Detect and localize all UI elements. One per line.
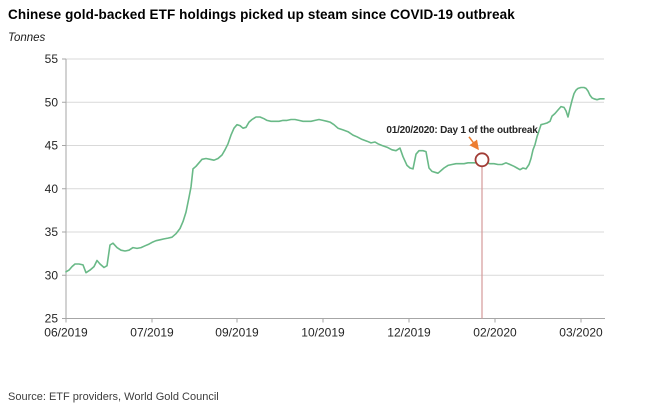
axis-unit-label: Tonnes — [8, 32, 46, 44]
y-tick-label: 40 — [45, 182, 59, 196]
x-tick-label: 12/2019 — [387, 326, 431, 340]
outbreak-marker-circle — [474, 152, 490, 168]
series-line-etf-holdings — [65, 86, 605, 274]
x-tick-label: 09/2019 — [215, 326, 259, 340]
x-tick-label: 06/2019 — [44, 326, 88, 340]
chart-title: Chinese gold-backed ETF holdings picked … — [8, 7, 515, 22]
x-tick-label: 10/2019 — [301, 326, 345, 340]
y-tick-label: 35 — [45, 225, 59, 239]
y-tick-label: 55 — [45, 52, 59, 66]
x-tick-label: 03/2020 — [559, 326, 603, 340]
y-tick-label: 25 — [45, 312, 59, 326]
y-tick-label: 50 — [45, 95, 59, 109]
x-tick-label: 02/2020 — [473, 326, 517, 340]
source-note: Source: ETF providers, World Gold Counci… — [8, 391, 219, 403]
x-tick-label: 07/2019 — [130, 326, 174, 340]
y-tick-label: 45 — [45, 139, 59, 153]
outbreak-annotation-label: 01/20/2020: Day 1 of the outbreak — [386, 125, 538, 136]
y-tick-label: 30 — [45, 268, 59, 282]
outbreak-arrow — [468, 136, 479, 151]
